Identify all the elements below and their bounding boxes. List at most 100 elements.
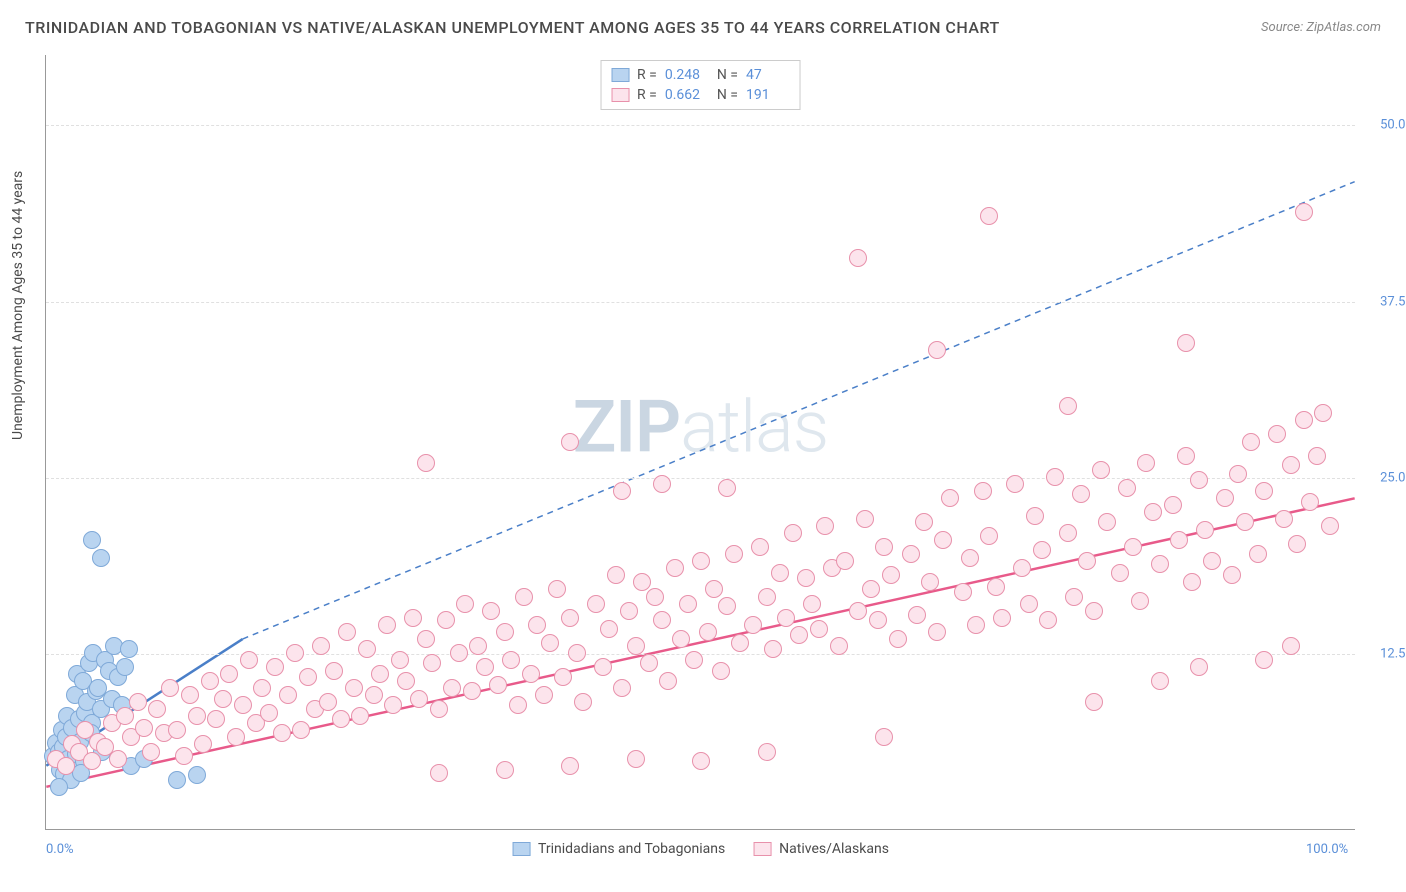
scatter-point	[463, 682, 481, 700]
scatter-point	[1295, 203, 1313, 221]
stats-row: R =0.662N =191	[611, 85, 790, 105]
scatter-point	[705, 580, 723, 598]
scatter-point	[574, 693, 592, 711]
scatter-point	[266, 658, 284, 676]
x-tick-label: 0.0%	[46, 842, 74, 857]
scatter-point	[410, 690, 428, 708]
scatter-point	[777, 609, 795, 627]
scatter-point	[338, 623, 356, 641]
scatter-point	[345, 679, 363, 697]
y-tick-label: 50.0%	[1360, 118, 1406, 133]
scatter-point	[810, 620, 828, 638]
scatter-point	[175, 747, 193, 765]
scatter-point	[417, 630, 435, 648]
scatter-point	[875, 728, 893, 746]
scatter-point	[509, 696, 527, 714]
scatter-point	[1282, 456, 1300, 474]
scatter-point	[928, 623, 946, 641]
scatter-point	[869, 611, 887, 629]
scatter-point	[194, 735, 212, 753]
scatter-point	[758, 588, 776, 606]
scatter-point	[548, 580, 566, 598]
scatter-point	[161, 679, 179, 697]
scatter-point	[764, 640, 782, 658]
plot-area: ZIPatlas R =0.248N =47R =0.662N =191 Tri…	[45, 55, 1355, 830]
scatter-point	[443, 679, 461, 697]
scatter-point	[1288, 535, 1306, 553]
scatter-point	[142, 743, 160, 761]
y-tick-label: 25.0%	[1360, 470, 1406, 485]
stat-n-label: N =	[717, 67, 738, 83]
scatter-point	[600, 620, 618, 638]
scatter-point	[849, 602, 867, 620]
scatter-point	[188, 766, 206, 784]
scatter-point	[1255, 651, 1273, 669]
scatter-point	[1295, 411, 1313, 429]
scatter-point	[751, 538, 769, 556]
scatter-point	[830, 637, 848, 655]
scatter-point	[332, 710, 350, 728]
scatter-point	[50, 778, 68, 796]
scatter-point	[1020, 595, 1038, 613]
scatter-point	[934, 531, 952, 549]
scatter-point	[725, 545, 743, 563]
scatter-point	[129, 693, 147, 711]
legend-item: Trinidadians and Tobagonians	[512, 841, 725, 857]
scatter-point	[299, 668, 317, 686]
scatter-point	[718, 597, 736, 615]
scatter-point	[1321, 517, 1339, 535]
stat-r-label: R =	[637, 87, 657, 103]
scatter-point	[365, 686, 383, 704]
scatter-point	[961, 549, 979, 567]
scatter-point	[469, 637, 487, 655]
legend-label: Natives/Alaskans	[779, 841, 889, 857]
scatter-point	[1137, 454, 1155, 472]
scatter-point	[496, 761, 514, 779]
scatter-point	[987, 578, 1005, 596]
scatter-point	[862, 580, 880, 598]
scatter-point	[1085, 693, 1103, 711]
scatter-point	[404, 609, 422, 627]
scatter-point	[1177, 334, 1195, 352]
scatter-point	[450, 644, 468, 662]
scatter-point	[279, 686, 297, 704]
scatter-point	[496, 623, 514, 641]
scatter-point	[685, 651, 703, 669]
scatter-point	[1151, 555, 1169, 573]
y-tick-label: 37.5%	[1360, 294, 1406, 309]
scatter-point	[1190, 471, 1208, 489]
scatter-point	[1203, 552, 1221, 570]
scatter-point	[1059, 524, 1077, 542]
stat-n-value: 191	[746, 87, 790, 103]
scatter-point	[384, 696, 402, 714]
scatter-point	[1033, 541, 1051, 559]
scatter-point	[692, 552, 710, 570]
scatter-point	[1098, 513, 1116, 531]
scatter-point	[1229, 465, 1247, 483]
scatter-point	[718, 479, 736, 497]
scatter-point	[1078, 552, 1096, 570]
scatter-point	[273, 724, 291, 742]
scatter-point	[325, 662, 343, 680]
scatter-point	[666, 559, 684, 577]
scatter-point	[220, 665, 238, 683]
scatter-point	[980, 207, 998, 225]
scatter-point	[1268, 425, 1286, 443]
scatter-point	[83, 752, 101, 770]
scatter-point	[397, 672, 415, 690]
scatter-point	[1223, 566, 1241, 584]
scatter-point	[482, 602, 500, 620]
scatter-point	[1026, 507, 1044, 525]
scatter-point	[1092, 461, 1110, 479]
scatter-point	[116, 707, 134, 725]
gridline	[46, 125, 1355, 126]
scatter-point	[57, 757, 75, 775]
scatter-point	[1065, 588, 1083, 606]
scatter-point	[1183, 573, 1201, 591]
scatter-point	[836, 552, 854, 570]
scatter-point	[771, 564, 789, 582]
scatter-point	[528, 616, 546, 634]
scatter-point	[489, 676, 507, 694]
stat-r-value: 0.662	[665, 87, 709, 103]
scatter-point	[1190, 658, 1208, 676]
